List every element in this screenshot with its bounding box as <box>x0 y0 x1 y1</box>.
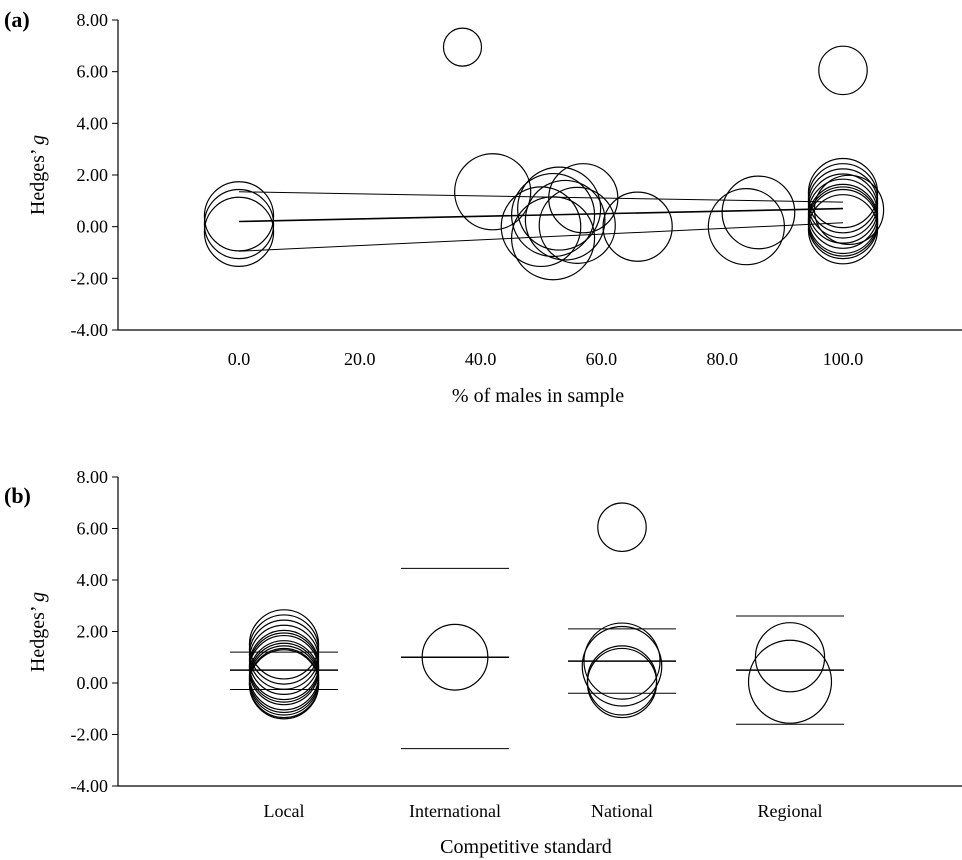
panel-b-data-point <box>583 622 661 700</box>
panel-a-y-axis-label-italic: g <box>27 135 49 145</box>
panel-a-data-point <box>203 181 275 252</box>
panel-a-y-tick-label: -4.00 <box>71 320 109 340</box>
panel-b-data-point <box>747 639 833 724</box>
panel-a-x-tick-label: 60.0 <box>586 349 618 369</box>
panel-b-y-tick-label: 4.00 <box>77 570 109 590</box>
panel-a-y-axis-label: Hedges’ g <box>27 135 49 215</box>
panel-a-data-point <box>818 45 868 96</box>
panel-a-y-tick-label: 4.00 <box>77 113 109 133</box>
panel-a-axes: -4.00 -2.00 0.00 2.00 4.00 6.00 8.00 0.0 20.0 40.… <box>71 10 962 369</box>
panel-a-x-tick-label: 40.0 <box>465 349 497 369</box>
panel-a-data-point <box>813 174 885 246</box>
panel-b-x-axis-label: Competitive standard <box>440 836 612 858</box>
panel-a-data-point <box>203 196 275 268</box>
panel-a-x-axis-label: % of males in sample <box>452 385 624 407</box>
panel-a-y-tick-label: -2.00 <box>71 268 109 288</box>
panel-b-data-point <box>581 625 663 707</box>
panel-a-x-tick-label: 0.0 <box>228 349 251 369</box>
panel-a-data-point <box>510 172 596 258</box>
panel-a-data-point <box>807 186 879 257</box>
panel-a-x-tick-label: 100.0 <box>823 349 864 369</box>
panel-a-data-point <box>510 196 596 281</box>
panel-a-data-point <box>524 179 606 261</box>
panel-b-data-point <box>597 502 647 553</box>
panel-a-y-tick-label: 2.00 <box>77 165 109 185</box>
panel-a-data-point <box>517 166 602 251</box>
panel-b-data-point <box>754 622 826 693</box>
panel-b-data-point <box>248 632 320 703</box>
panel-b-label: (b) <box>4 483 31 508</box>
panel-a-y-axis-label-main: Hedges’ <box>27 145 49 215</box>
panel-b-y-tick-label: -2.00 <box>71 725 109 745</box>
panel-b-data-point <box>586 647 658 719</box>
panel-b-y-tick-label: 0.00 <box>77 673 109 693</box>
panel-b-y-axis-label: Hedges’ g <box>27 592 49 672</box>
panel-a-y-tick-label: 0.00 <box>77 217 109 237</box>
panel-a-data-point <box>538 186 616 265</box>
panel-a-data-point <box>454 153 532 231</box>
panel-b-y-axis-label-italic: g <box>27 592 49 602</box>
panel-b-x-tick-label: International <box>409 801 501 821</box>
panel-b-y-tick-label: 8.00 <box>77 467 109 487</box>
panel-a-y-tick-label: 8.00 <box>77 10 109 30</box>
panel-b-y-tick-label: -4.00 <box>71 776 109 796</box>
panel-b: (b) Hedges’ g Competitive standard -4.00… <box>4 467 962 858</box>
panel-a-data-point <box>707 188 785 266</box>
panel-a-y-tick-label: 6.00 <box>77 62 109 82</box>
panel-a-label: (a) <box>4 7 30 32</box>
panel-a-x-tick-label: 80.0 <box>706 349 738 369</box>
panel-b-y-tick-label: 2.00 <box>77 622 109 642</box>
panel-a-x-tick-label: 20.0 <box>344 349 376 369</box>
panel-b-y-tick-label: 6.00 <box>77 519 109 539</box>
panel-b-x-tick-label: National <box>591 801 653 821</box>
panel-a: (a) Hedges’ g % of males in sample -4.00… <box>4 7 962 407</box>
panel-a-data-point <box>500 186 582 268</box>
panel-b-x-tick-label: Regional <box>758 801 823 821</box>
panel-a-ci-upper-line <box>238 191 844 203</box>
panel-b-x-tick-label: Local <box>264 801 305 821</box>
panel-a-data-point <box>203 188 275 260</box>
panel-a-data-point <box>602 191 673 262</box>
panel-b-data-point <box>586 645 658 716</box>
panel-b-y-axis-label-main: Hedges’ <box>27 602 49 672</box>
panel-b-marks <box>230 502 844 750</box>
panel-b-data-point <box>248 647 320 719</box>
panel-a-marks <box>203 27 885 281</box>
panel-b-axes: -4.00 -2.00 0.00 2.00 4.00 6.00 8.00 Local Inter… <box>71 467 962 821</box>
panel-a-data-point <box>442 27 483 67</box>
panel-a-data-point <box>721 175 796 250</box>
panel-b-data-point <box>421 623 489 691</box>
